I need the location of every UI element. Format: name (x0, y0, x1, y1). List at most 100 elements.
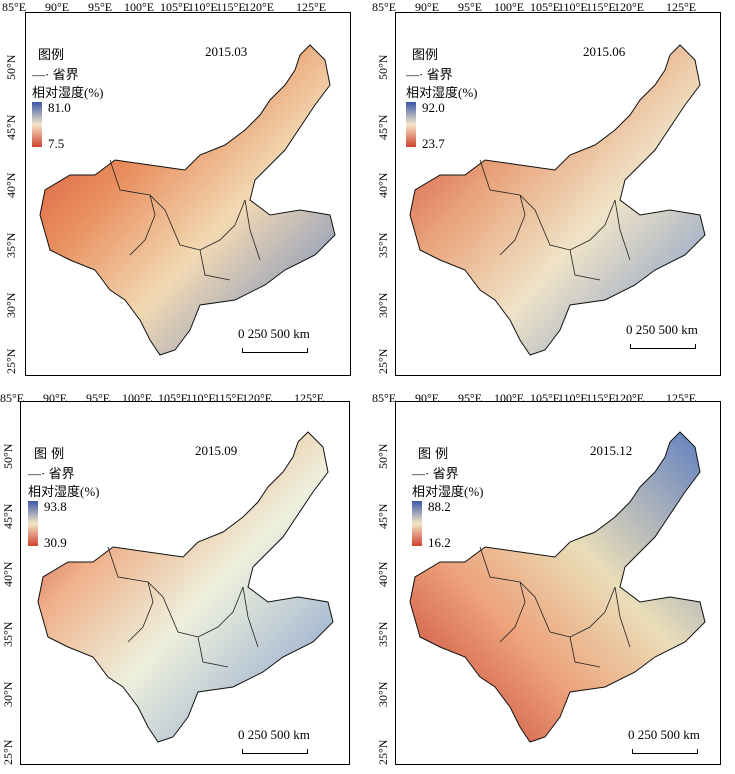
scale-bar: 0 250 500 km (238, 326, 310, 341)
lat-label: 35°N (376, 621, 390, 647)
legend-title: 图例 (412, 48, 439, 63)
humidity-legend-title: 相对湿度(%) (28, 484, 100, 499)
map-date: 2015.09 (195, 443, 238, 458)
map-panel-2015-09: 85°E 90°E 95°E 100°E 105°E 110°E 115°E 1… (0, 387, 367, 774)
lat-label: 25°N (376, 348, 390, 374)
province-boundary-legend: —· 省界 (406, 67, 453, 82)
region-shape (37, 431, 334, 743)
lat-label: 40°N (376, 561, 390, 587)
lon-label: 110°E (558, 391, 588, 405)
lat-label: 25°N (1, 739, 15, 765)
lon-label: 115°E (586, 391, 616, 405)
lon-label: 125°E (296, 0, 327, 14)
province-boundaries (479, 159, 631, 281)
lon-label: 110°E (558, 0, 588, 14)
legend-min: 16.2 (428, 535, 451, 550)
humidity-legend-title: 相对湿度(%) (32, 85, 104, 100)
map-panel-2015-03: 85°E 90°E 95°E 100°E 105°E 110°E 115°E 1… (0, 0, 367, 387)
legend-title: 图例 (38, 48, 65, 63)
legend-min: 30.9 (44, 535, 67, 550)
legend-title: 图 例 (34, 447, 65, 462)
lon-label: 85°E (2, 0, 27, 14)
lat-label: 35°N (376, 232, 390, 258)
region-shape (409, 431, 706, 743)
lon-label: 90°E (415, 391, 440, 405)
lon-label: 90°E (415, 0, 440, 14)
map-date: 2015.12 (590, 443, 633, 458)
humidity-map (409, 44, 706, 356)
lon-label: 105°E (530, 391, 561, 405)
humidity-map (37, 431, 334, 743)
scale-line (632, 749, 698, 754)
scale-line (242, 348, 308, 353)
lon-label: 120°E (244, 0, 275, 14)
humidity-map (409, 431, 706, 743)
lon-label: 95°E (86, 391, 111, 405)
lon-label: 115°E (216, 0, 246, 14)
legend-max: 92.0 (422, 100, 445, 115)
region-shape (409, 44, 706, 356)
lon-label: 100°E (122, 391, 153, 405)
humidity-legend-title: 相对湿度(%) (412, 484, 484, 499)
scale-bar: 0 250 500 km (626, 322, 698, 337)
lon-label: 100°E (124, 0, 155, 14)
lat-label: 40°N (4, 172, 18, 198)
lat-label: 50°N (376, 54, 390, 80)
province-boundary-legend: —· 省界 (412, 466, 459, 481)
lon-label: 110°E (188, 0, 218, 14)
legend-min: 7.5 (48, 136, 65, 151)
lat-label: 40°N (376, 172, 390, 198)
lon-label: 125°E (666, 391, 697, 405)
lon-label: 125°E (294, 391, 325, 405)
legend-max: 88.2 (428, 499, 451, 514)
province-boundaries (109, 159, 261, 281)
lat-label: 40°N (1, 561, 15, 587)
lat-label: 30°N (376, 681, 390, 707)
lon-label: 110°E (186, 391, 216, 405)
lon-label: 90°E (45, 0, 70, 14)
scale-bar: 0 250 500 km (628, 727, 700, 742)
lon-label: 105°E (158, 391, 189, 405)
lat-label: 45°N (376, 503, 390, 529)
lon-label: 95°E (458, 0, 483, 14)
lat-label: 30°N (4, 292, 18, 318)
lat-label: 45°N (376, 114, 390, 140)
lat-label: 30°N (376, 292, 390, 318)
lon-label: 105°E (530, 0, 561, 14)
scale-line (630, 344, 696, 349)
lon-label: 120°E (242, 391, 273, 405)
lat-label: 25°N (4, 348, 18, 374)
legend-max: 81.0 (48, 100, 71, 115)
legend-color-bar (412, 501, 422, 546)
legend-max: 93.8 (44, 499, 67, 514)
legend-color-bar (32, 102, 42, 147)
humidity-legend-title: 相对湿度(%) (406, 85, 478, 100)
lat-label: 25°N (376, 739, 390, 765)
lon-label: 85°E (0, 391, 25, 405)
lat-label: 50°N (1, 443, 15, 469)
scale-line (242, 749, 308, 754)
lon-label: 95°E (88, 0, 113, 14)
lon-label: 115°E (586, 0, 616, 14)
legend-color-bar (406, 102, 416, 147)
lon-label: 120°E (614, 0, 645, 14)
lon-label: 100°E (494, 0, 525, 14)
lon-label: 90°E (43, 391, 68, 405)
lon-label: 95°E (458, 391, 483, 405)
lon-label: 105°E (160, 0, 191, 14)
lat-label: 30°N (1, 681, 15, 707)
map-date: 2015.03 (205, 44, 248, 59)
humidity-map (39, 44, 336, 356)
lon-label: 115°E (214, 391, 244, 405)
province-boundaries (479, 546, 631, 668)
lon-label: 100°E (494, 391, 525, 405)
lat-label: 50°N (4, 54, 18, 80)
lat-label: 50°N (376, 443, 390, 469)
province-boundary-legend: —· 省界 (28, 466, 75, 481)
province-boundary-legend: —· 省界 (32, 67, 79, 82)
legend-min: 23.7 (422, 136, 445, 151)
lon-label: 125°E (666, 0, 697, 14)
scale-bar: 0 250 500 km (238, 727, 310, 742)
legend-color-bar (28, 501, 38, 546)
lat-label: 45°N (4, 114, 18, 140)
